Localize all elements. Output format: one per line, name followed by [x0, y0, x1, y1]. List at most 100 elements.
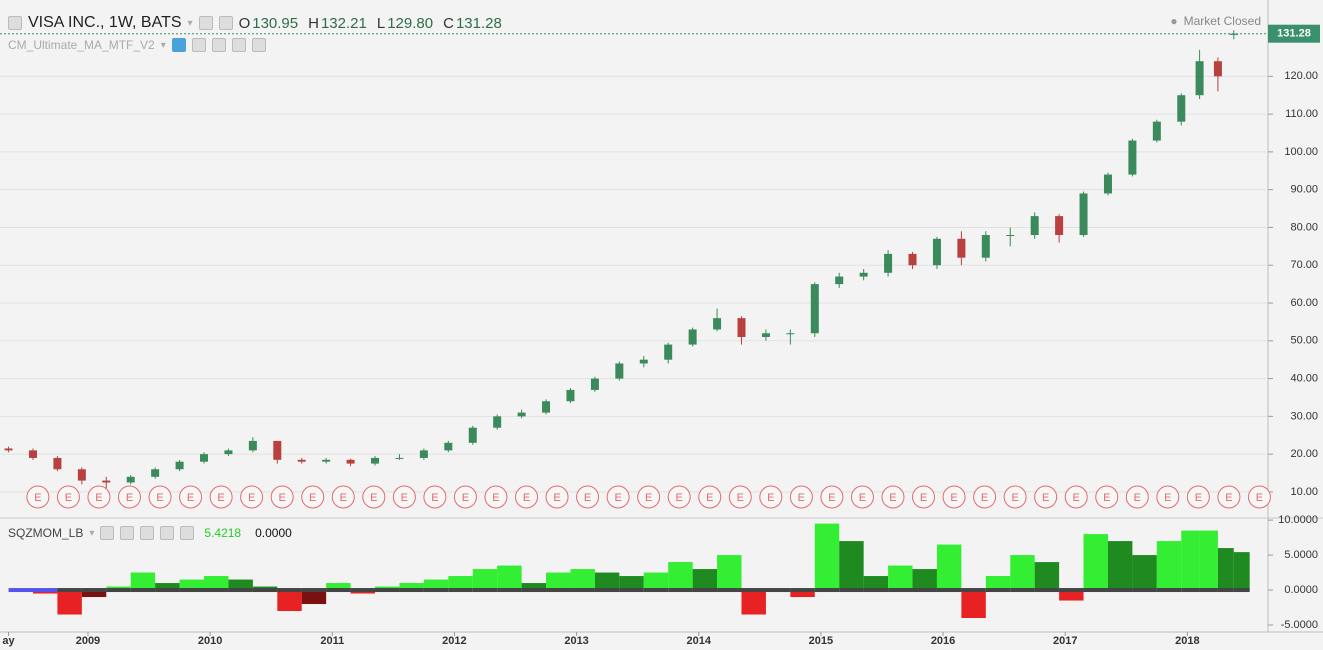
dropdown-arrow[interactable]: ▾ — [187, 17, 193, 29]
squeeze-dot — [790, 588, 815, 593]
y-tick-label: 50.00 — [1290, 335, 1318, 347]
candle-body — [542, 401, 551, 413]
indicator-value: 0.0000 — [255, 526, 292, 540]
earnings-label: E — [737, 492, 744, 504]
dropdown-arrow[interactable]: ▾ — [89, 527, 95, 539]
squeeze-dot — [619, 588, 644, 593]
squeeze-dot — [155, 588, 180, 593]
squeeze-dot — [179, 588, 205, 593]
more-button[interactable] — [160, 526, 175, 540]
candle-body — [126, 476, 135, 483]
earnings-marker — [148, 485, 172, 509]
earnings-label: E — [187, 492, 194, 504]
candle-body — [444, 442, 453, 451]
squeeze-dot — [888, 588, 913, 593]
earnings-marker — [881, 485, 905, 509]
visibility-button[interactable] — [171, 38, 186, 52]
squeeze-dot — [8, 588, 33, 593]
candle-body — [200, 454, 209, 462]
momentum-bar — [1217, 548, 1234, 591]
earnings-label: E — [859, 492, 866, 504]
candle-body — [102, 480, 111, 483]
momentum-bar — [423, 579, 449, 591]
candle-body — [419, 450, 428, 458]
earnings-marker — [942, 485, 966, 509]
earnings-marker — [1095, 485, 1119, 509]
candle-body — [1079, 193, 1088, 236]
remove-button[interactable] — [180, 526, 195, 540]
momentum-bar — [936, 544, 962, 591]
y-tick-label: 40.00 — [1290, 372, 1318, 384]
earnings-marker — [240, 485, 264, 509]
collapse-button[interactable] — [8, 16, 22, 30]
indicator-values: 5.4218 0.0000 — [204, 526, 291, 540]
candle-body — [957, 238, 966, 258]
momentum-bar — [448, 576, 473, 591]
earnings-marker — [820, 485, 844, 509]
visibility-button[interactable] — [100, 526, 115, 540]
momentum-bar — [1059, 590, 1084, 601]
candle-body — [28, 450, 37, 458]
earnings-label: E — [920, 492, 927, 504]
momentum-bar — [179, 579, 205, 591]
earnings-marker — [1186, 485, 1210, 509]
squeeze-dot — [1132, 588, 1157, 593]
candle-body — [859, 272, 868, 277]
candle-body — [566, 389, 575, 402]
settings-button[interactable] — [191, 38, 206, 52]
squeeze-dot — [985, 588, 1011, 593]
earnings-marker — [56, 485, 80, 509]
momentum-bar — [1107, 541, 1133, 591]
momentum-bar — [497, 565, 522, 591]
earnings-label: E — [523, 492, 530, 504]
candle-body — [468, 427, 477, 443]
earnings-label: E — [1256, 492, 1263, 504]
squeeze-dot — [1107, 588, 1133, 593]
earnings-label: E — [34, 492, 41, 504]
momentum-bar — [668, 562, 693, 591]
earnings-marker — [698, 485, 722, 509]
momentum-bar — [961, 590, 986, 619]
source-button[interactable] — [140, 526, 155, 540]
momentum-bar — [1199, 530, 1218, 591]
candle-body — [1152, 121, 1161, 141]
symbol-title: VISA INC., 1W, BATS — [28, 14, 182, 31]
market-status: ● Market Closed — [1170, 14, 1261, 28]
dropdown-arrow[interactable]: ▾ — [160, 39, 166, 51]
earnings-label: E — [462, 492, 469, 504]
earnings-marker — [423, 485, 447, 509]
momentum-bar — [1083, 534, 1108, 591]
momentum-bar — [594, 572, 620, 591]
earnings-marker — [789, 485, 813, 509]
candle-body — [884, 253, 893, 273]
earnings-marker — [1156, 485, 1180, 509]
y-tick-label: -5.0000 — [1281, 619, 1318, 631]
momentum-bar — [57, 590, 82, 615]
more-button[interactable] — [231, 38, 246, 52]
earnings-label: E — [1164, 492, 1171, 504]
candle-body — [297, 459, 306, 462]
earnings-label: E — [1225, 492, 1232, 504]
last-price-label: 131.28 — [1277, 28, 1311, 40]
earnings-label: E — [1011, 492, 1018, 504]
x-tick-label: 2011 — [320, 635, 344, 647]
earnings-label: E — [767, 492, 774, 504]
source-button[interactable] — [211, 38, 226, 52]
squeeze-dot — [399, 588, 424, 593]
settings-button[interactable] — [120, 526, 135, 540]
earnings-label: E — [217, 492, 224, 504]
candle-body — [737, 318, 746, 338]
x-tick-label: 2012 — [442, 635, 466, 647]
remove-button[interactable] — [251, 38, 266, 52]
squeeze-dot — [839, 588, 864, 593]
squeeze-dot — [301, 588, 327, 593]
candle-body — [224, 450, 233, 455]
earnings-marker — [453, 485, 477, 509]
momentum-bar — [643, 572, 669, 591]
gear-button[interactable] — [218, 16, 233, 30]
settings-button[interactable] — [198, 16, 213, 30]
earnings-label: E — [1073, 492, 1080, 504]
earnings-label: E — [279, 492, 286, 504]
squeeze-dot — [863, 588, 889, 593]
earnings-label: E — [65, 492, 72, 504]
